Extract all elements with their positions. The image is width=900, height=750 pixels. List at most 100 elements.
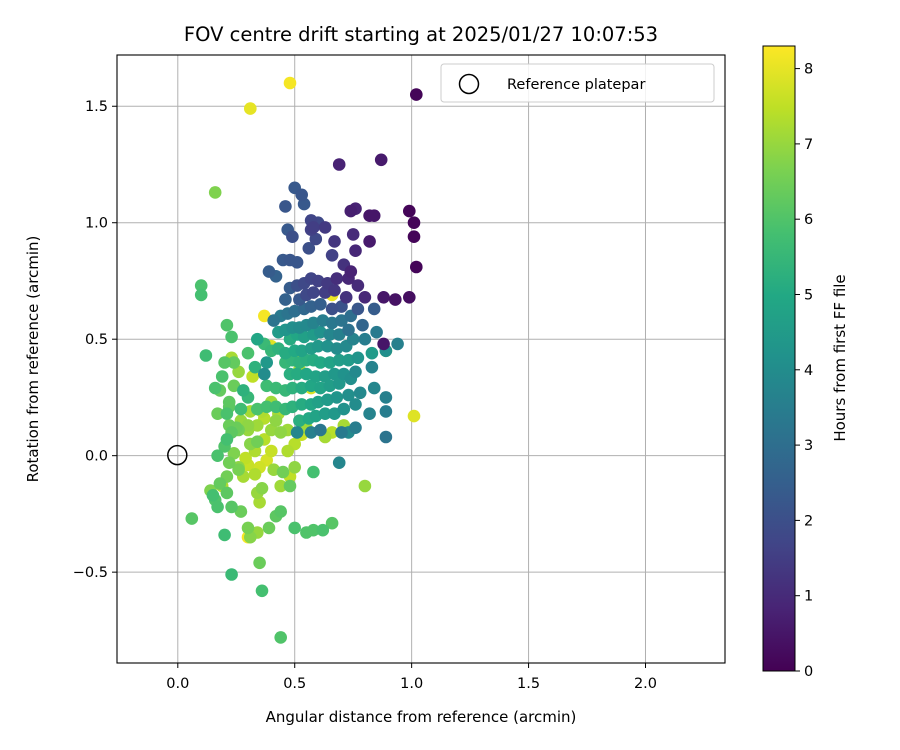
colorbar-ticks: 0 1 2 3 4 5 6 7 8 [795, 62, 813, 680]
data-point [335, 314, 348, 327]
x-tick-label: 1.0 [400, 676, 423, 692]
data-point [314, 325, 327, 339]
x-tick-label: 2.0 [634, 676, 657, 692]
data-point [351, 302, 365, 316]
data-point [220, 486, 234, 500]
data-point [356, 318, 369, 332]
data-point [274, 479, 288, 493]
data-point [330, 342, 344, 355]
data-point [250, 419, 264, 432]
data-point [328, 367, 341, 381]
data-point [302, 242, 316, 255]
data-point [314, 356, 327, 369]
data-point [244, 102, 257, 115]
data-point [332, 456, 346, 470]
data-point [211, 449, 224, 463]
data-point [250, 435, 264, 449]
data-point [232, 463, 245, 477]
data-point [293, 414, 306, 428]
data-point [325, 302, 339, 316]
data-point [309, 232, 323, 246]
data-point [258, 367, 271, 381]
data-point [407, 230, 421, 243]
data-point [311, 395, 325, 409]
data-point [370, 325, 383, 339]
data-point [234, 402, 248, 416]
data-point [410, 260, 423, 274]
data-point [295, 398, 309, 411]
data-point [220, 433, 234, 446]
data-point [250, 332, 264, 346]
data-point [262, 521, 276, 535]
x-axis-label: Angular distance from reference (arcmin) [266, 708, 577, 726]
data-point [342, 323, 355, 337]
data-point [253, 556, 266, 570]
data-point [290, 255, 304, 269]
data-point [363, 407, 376, 421]
data-point [279, 293, 292, 306]
data-point [330, 272, 344, 285]
data-point [410, 88, 423, 101]
data-point [335, 426, 348, 439]
data-point [250, 402, 264, 416]
data-point [358, 332, 372, 346]
plot-frame [116, 54, 726, 664]
data-point [208, 186, 222, 199]
data-point [220, 407, 234, 421]
data-point [339, 291, 353, 304]
data-point [227, 379, 241, 393]
data-point [227, 356, 241, 369]
data-point [309, 370, 323, 383]
data-point [307, 286, 320, 299]
data-point [260, 400, 274, 414]
y-tick-label: 1.5 [85, 99, 108, 115]
data-point [295, 344, 309, 358]
x-tick-label: 0.0 [166, 676, 189, 692]
data-point [211, 407, 224, 421]
data-point [389, 293, 402, 306]
data-point [351, 351, 365, 365]
legend-box [440, 63, 715, 103]
data-point [288, 461, 302, 474]
data-point [332, 377, 346, 390]
chart-title: FOV centre drift starting at 2025/01/27 … [184, 23, 658, 46]
data-point [318, 407, 332, 421]
colorbar-tick-label: 7 [804, 137, 813, 153]
data-point [225, 330, 238, 344]
data-point [267, 314, 281, 327]
x-tick-label: 1.5 [517, 676, 540, 692]
data-point [314, 423, 327, 437]
data-point [185, 512, 199, 525]
data-point [346, 332, 360, 346]
data-point [288, 304, 302, 318]
colorbar-tick-label: 8 [804, 62, 813, 78]
data-point [330, 391, 344, 404]
data-point [363, 235, 376, 248]
data-point [274, 505, 288, 518]
data-point [346, 228, 360, 241]
data-point [234, 505, 248, 518]
y-axis-ticks: −0.5 0.0 0.5 1.0 1.5 [73, 99, 117, 581]
colorbar-tick-label: 3 [804, 438, 813, 454]
y-tick-label: 0.0 [85, 449, 108, 465]
data-point [239, 451, 252, 465]
data-point [353, 386, 367, 400]
data-point [194, 288, 208, 302]
data-point [316, 523, 330, 537]
colorbar-tick-label: 0 [804, 664, 813, 680]
data-point [367, 302, 381, 316]
data-point [300, 526, 313, 539]
data-point [255, 482, 269, 495]
data-point [199, 349, 213, 362]
data-point [379, 405, 393, 418]
data-point [269, 381, 283, 395]
data-point [403, 204, 416, 218]
data-point [342, 388, 355, 402]
data-point [365, 360, 379, 374]
data-point [325, 516, 339, 530]
data-point [351, 279, 365, 292]
data-point [220, 318, 234, 332]
legend-label: Reference platepar [507, 77, 645, 93]
data-point [363, 209, 376, 222]
data-point [281, 444, 295, 458]
